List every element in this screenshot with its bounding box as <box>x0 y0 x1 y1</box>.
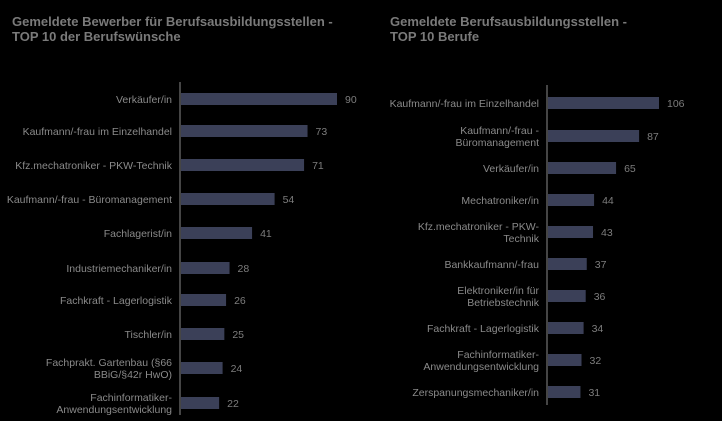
left-value-label-8: 25 <box>232 329 244 341</box>
right-bar-8 <box>548 322 584 334</box>
left-value-label-9: 24 <box>231 363 243 375</box>
left-value-label-5: 41 <box>260 228 272 240</box>
right-bar-7 <box>548 290 586 302</box>
left-bar-10 <box>181 397 220 409</box>
left-value-label-10: 22 <box>227 398 239 410</box>
right-bar-6 <box>548 258 587 270</box>
right-bar-10 <box>548 386 581 398</box>
right-category-label-8: Fachkraft - Lagerlogistik <box>427 323 540 335</box>
right-value-label-9: 32 <box>590 355 602 367</box>
right-bar-5 <box>548 226 594 238</box>
left-bar-9 <box>181 362 223 374</box>
left-category-label-8: Tischler/in <box>125 329 173 341</box>
right-value-label-2: 87 <box>647 131 659 143</box>
right-category-label-7: Elektroniker/in für Betriebstechnik <box>457 285 539 309</box>
left-chart-title: Gemeldete Bewerber für Berufsausbildungs… <box>12 14 333 44</box>
right-category-label-1: Kaufmann/-frau im Einzelhandel <box>390 98 539 110</box>
right-value-label-4: 44 <box>602 195 614 207</box>
right-bar-3 <box>548 162 617 174</box>
right-value-label-7: 36 <box>594 291 606 303</box>
left-bar-1 <box>181 93 337 105</box>
left-title-line1: Gemeldete Bewerber für Berufsausbildungs… <box>12 14 333 29</box>
right-category-label-3: Verkäufer/in <box>483 163 539 175</box>
right-title-line2: TOP 10 Berufe <box>390 29 480 44</box>
left-value-label-4: 54 <box>283 194 295 206</box>
left-bar-8 <box>181 328 225 340</box>
left-bar-5 <box>181 227 253 239</box>
right-category-label-9: Fachinformatiker-Anwendungsentwicklung <box>423 349 539 373</box>
right-category-label-4: Mechatroniker/in <box>461 195 539 207</box>
right-category-label-6: Bankkaufmann/-frau <box>444 259 539 271</box>
left-value-label-3: 71 <box>312 160 324 172</box>
left-category-label-7: Fachkraft - Lagerlogistik <box>60 295 173 307</box>
right-bar-4 <box>548 194 595 206</box>
left-category-label-1: Verkäufer/in <box>116 94 172 106</box>
right-bar-9 <box>548 354 582 366</box>
left-value-label-2: 73 <box>316 126 328 138</box>
left-bar-3 <box>181 159 305 171</box>
right-value-label-5: 43 <box>601 227 613 239</box>
left-bar-4 <box>181 193 275 205</box>
right-value-label-1: 106 <box>667 98 685 110</box>
left-category-label-2: Kaufmann/-frau im Einzelhandel <box>23 126 172 138</box>
left-category-label-9: Fachprakt. Gartenbau (§66 BBiG/§42r HwO) <box>46 357 172 381</box>
right-value-label-3: 65 <box>624 163 636 175</box>
right-category-label-2: Kaufmann/-frau -Büromanagement <box>456 125 540 149</box>
left-category-label-4: Kaufmann/-frau - Büromanagement <box>7 194 172 206</box>
left-value-label-7: 26 <box>234 295 246 307</box>
left-bar-2 <box>181 125 308 137</box>
right-value-label-6: 37 <box>595 259 607 271</box>
right-bar-2 <box>548 130 640 142</box>
right-value-label-10: 31 <box>588 387 600 399</box>
left-category-label-5: Fachlagerist/in <box>104 228 172 240</box>
right-bar-1 <box>548 97 659 109</box>
right-value-label-8: 34 <box>592 323 604 335</box>
left-category-label-3: Kfz.mechatroniker - PKW-Technik <box>15 160 173 172</box>
left-bar-7 <box>181 294 227 306</box>
left-value-label-6: 28 <box>238 263 250 275</box>
right-category-label-10: Zerspanungsmechaniker/in <box>412 387 539 399</box>
right-chart-title: Gemeldete Berufsausbildungsstellen - TOP… <box>390 14 627 44</box>
left-value-label-1: 90 <box>345 94 357 106</box>
left-bar-6 <box>181 262 230 274</box>
right-category-label-5: Kfz.mechatroniker - PKW-Technik <box>418 221 540 245</box>
left-title-line2: TOP 10 der Berufswünsche <box>12 29 181 44</box>
left-category-label-6: Industriemechaniker/in <box>66 263 172 275</box>
left-category-label-10: Fachinformatiker-Anwendungsentwicklung <box>56 392 172 416</box>
right-title-line1: Gemeldete Berufsausbildungsstellen - <box>390 14 627 29</box>
